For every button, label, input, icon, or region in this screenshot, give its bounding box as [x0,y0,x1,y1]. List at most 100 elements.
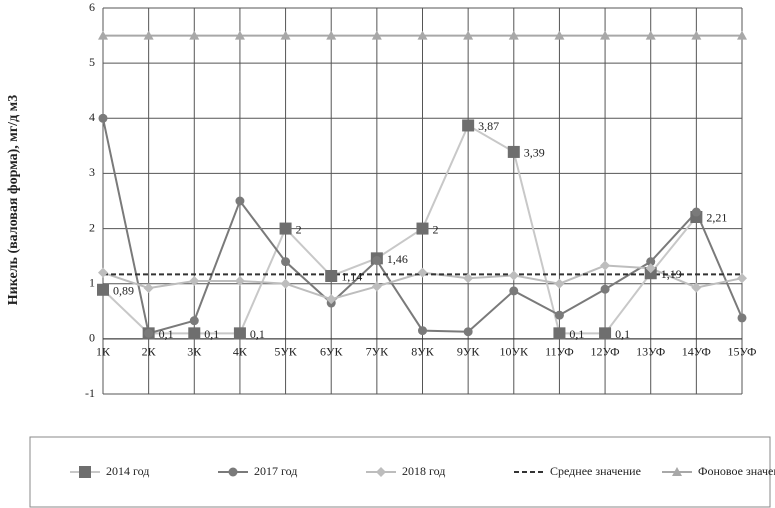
legend-label: Среднее значение [550,464,641,478]
data-label: 0,89 [113,284,134,298]
data-point [234,30,245,40]
data-label: 3,39 [524,146,545,160]
x-tick-label: 4К [233,345,248,359]
data-point [418,326,427,336]
data-point [417,30,428,40]
data-point [463,273,474,284]
x-tick-label: 9УК [457,345,480,359]
data-point [98,113,108,123]
data-point [509,286,519,296]
x-tick-label: 13УФ [636,345,665,359]
y-tick-label: 4 [89,110,95,124]
data-point [691,282,702,293]
y-tick-label: 2 [89,220,95,234]
legend-label: 2018 год [402,464,445,478]
data-point [234,275,245,286]
data-point [325,269,338,282]
x-tick-label: 14УФ [682,345,711,359]
y-tick-label: 1 [89,275,95,289]
data-point [553,327,566,340]
data-point [372,256,382,266]
data-label: 3,87 [478,119,499,133]
legend-marker [79,466,91,478]
data-point [691,30,702,40]
data-label: 1,46 [387,252,408,266]
data-point [554,278,565,289]
x-tick-label: 6УК [320,345,343,359]
data-point [371,281,382,292]
x-tick-label: 15УФ [727,345,756,359]
data-point [600,260,611,271]
data-point [235,196,245,206]
data-point [600,284,610,294]
data-point [326,294,337,305]
y-axis-label: Никель (валовая форма), мг/д м3 [6,95,21,305]
legend-label: 2017 год [254,464,297,478]
data-point [144,328,154,338]
data-point [188,327,201,340]
data-point [508,30,519,40]
data-point [233,327,246,340]
x-tick-label: 1К [96,345,111,359]
data-point [646,257,656,267]
data-point [737,273,747,284]
x-tick-label: 10УК [500,345,529,359]
data-label: 0,1 [159,327,174,341]
y-tick-label: 0 [89,331,95,345]
data-point [737,30,747,40]
data-point [98,267,108,278]
data-point [189,30,200,40]
y-tick-label: -1 [85,386,95,400]
data-point [554,310,564,320]
x-tick-label: 11УФ [545,345,574,359]
y-tick-label: 3 [89,165,95,179]
data-point [143,30,154,40]
x-tick-label: 2К [142,345,157,359]
x-tick-label: 5УК [274,345,297,359]
data-point [463,327,473,337]
data-label: 2 [296,222,302,236]
legend-marker [228,467,238,477]
data-label: 2 [433,222,439,236]
legend-marker [376,467,386,477]
x-tick-label: 12УФ [591,345,620,359]
x-tick-label: 7УК [366,345,389,359]
data-label: 0,1 [204,327,219,341]
data-point [463,30,474,40]
data-point [416,222,429,235]
data-point [279,222,292,235]
x-tick-label: 3К [187,345,202,359]
data-point [462,119,475,132]
data-point [508,270,519,281]
data-point [97,283,109,296]
data-point [554,30,565,40]
legend-label: Фоновое значение [698,464,775,478]
x-tick-label: 8УК [411,345,434,359]
data-point [281,257,291,267]
data-point [189,316,199,326]
data-label: 1,19 [661,267,682,281]
data-point [143,283,154,294]
data-point [326,30,337,40]
data-label: 0,1 [569,327,584,341]
data-point [189,275,200,286]
data-point [98,30,108,40]
data-point [599,327,612,340]
data-label: 1,14 [341,270,362,284]
data-point [645,30,656,40]
data-point [280,30,291,40]
data-label: 0,1 [615,327,630,341]
legend-box [29,436,771,508]
data-point [600,30,611,40]
data-label: 2,21 [706,211,727,225]
data-point [645,263,656,274]
series-line [102,124,698,335]
legend-marker [672,467,682,476]
data-point [280,278,291,289]
data-point [417,267,428,278]
legend-label: 2014 год [106,464,149,478]
data-label: 0,1 [250,327,265,341]
data-point [507,145,520,158]
y-tick-label: 5 [89,55,95,69]
